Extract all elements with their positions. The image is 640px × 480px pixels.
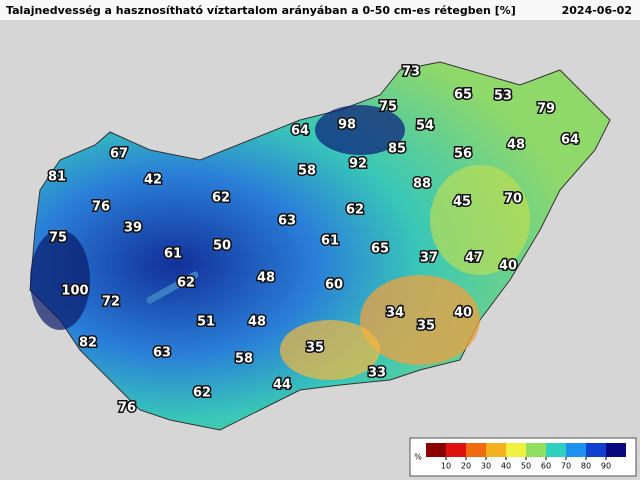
- station-value: 40: [499, 259, 517, 274]
- colorbar-segment: [486, 443, 506, 457]
- colorbar-segment: [506, 443, 526, 457]
- colorbar-tick-label: 70: [561, 462, 571, 471]
- colorbar-tick-label: 30: [481, 462, 491, 471]
- station-value: 48: [257, 271, 275, 286]
- station-value: 54: [416, 119, 434, 134]
- station-value: 58: [235, 352, 253, 367]
- station-value: 33: [368, 366, 386, 381]
- colorbar: 10 20 30 40 50 60 70 80 90: [426, 443, 626, 471]
- colorbar-tick-label: 50: [521, 462, 531, 471]
- station-value: 42: [144, 173, 162, 188]
- station-value: 70: [504, 192, 522, 207]
- station-value: 75: [379, 100, 397, 115]
- station-value: 48: [248, 315, 266, 330]
- station-value: 60: [325, 278, 343, 293]
- station-value: 51: [197, 315, 215, 330]
- wet-area: [315, 105, 405, 155]
- station-value: 73: [402, 65, 420, 80]
- station-value: 63: [153, 346, 171, 361]
- station-value: 37: [420, 251, 438, 266]
- station-value: 44: [273, 378, 291, 393]
- colorbar-tick-label: 90: [601, 462, 611, 471]
- station-value: 76: [118, 401, 136, 416]
- station-value: 35: [417, 319, 435, 334]
- station-value: 82: [79, 336, 97, 351]
- station-value: 62: [346, 203, 364, 218]
- colorbar-tick-label: 40: [501, 462, 511, 471]
- station-value: 62: [212, 191, 230, 206]
- station-value: 63: [278, 214, 296, 229]
- station-value: 75: [49, 231, 67, 246]
- station-value: 34: [386, 306, 404, 321]
- station-value: 50: [213, 239, 231, 254]
- station-value: 62: [177, 276, 195, 291]
- station-value: 65: [454, 88, 472, 103]
- station-value: 65: [371, 242, 389, 257]
- colorbar-segment: [426, 443, 446, 457]
- header-bar: [0, 0, 640, 20]
- station-value: 67: [110, 147, 128, 162]
- station-value: 58: [298, 164, 316, 179]
- colorbar-segment: [466, 443, 486, 457]
- colorbar-tick-label: 80: [581, 462, 591, 471]
- station-value: 72: [102, 295, 120, 310]
- station-value: 79: [537, 102, 555, 117]
- wet-area: [30, 230, 90, 330]
- colorbar-segment: [526, 443, 546, 457]
- colorbar-tick-label: 10: [441, 462, 451, 471]
- station-value: 62: [193, 386, 211, 401]
- station-value: 56: [454, 147, 472, 162]
- station-value: 85: [388, 142, 406, 157]
- station-value: 45: [453, 195, 471, 210]
- colorbar-tick-label: 20: [461, 462, 471, 471]
- colorbar-segment: [546, 443, 566, 457]
- station-value: 39: [124, 221, 142, 236]
- stations: 73 65 53 79 75 54 64 98 48 64 67 92 85 56 81 42 58 88 76 62…: [46, 63, 580, 417]
- station-value: 100: [61, 284, 88, 299]
- dry-area: [360, 275, 480, 365]
- lake: [146, 271, 199, 304]
- date: 2024-06-02: [562, 4, 632, 17]
- station-value: 76: [92, 200, 110, 215]
- station-value: 98: [338, 118, 356, 133]
- dry-area: [280, 320, 380, 380]
- station-value: 53: [494, 89, 512, 104]
- station-value: 81: [48, 170, 66, 185]
- station-value: 61: [321, 234, 339, 249]
- station-value: 35: [306, 341, 324, 356]
- colorbar-segment: [446, 443, 466, 457]
- station-value: 88: [413, 177, 431, 192]
- station-value: 64: [291, 124, 309, 139]
- colorbar-segment: [566, 443, 586, 457]
- station-value: 61: [164, 247, 182, 262]
- colorbar-unit: %: [414, 453, 422, 462]
- colorbar-segment: [606, 443, 626, 457]
- colorbar-tick-label: 60: [541, 462, 551, 471]
- colorbar-segment: [586, 443, 606, 457]
- title: Talajnedvesség a hasznosítható víztartal…: [6, 4, 516, 17]
- station-value: 92: [349, 157, 367, 172]
- station-value: 47: [465, 251, 483, 266]
- station-value: 40: [454, 306, 472, 321]
- station-value: 48: [507, 138, 525, 153]
- dry-area: [430, 165, 530, 275]
- station-value: 64: [561, 133, 579, 148]
